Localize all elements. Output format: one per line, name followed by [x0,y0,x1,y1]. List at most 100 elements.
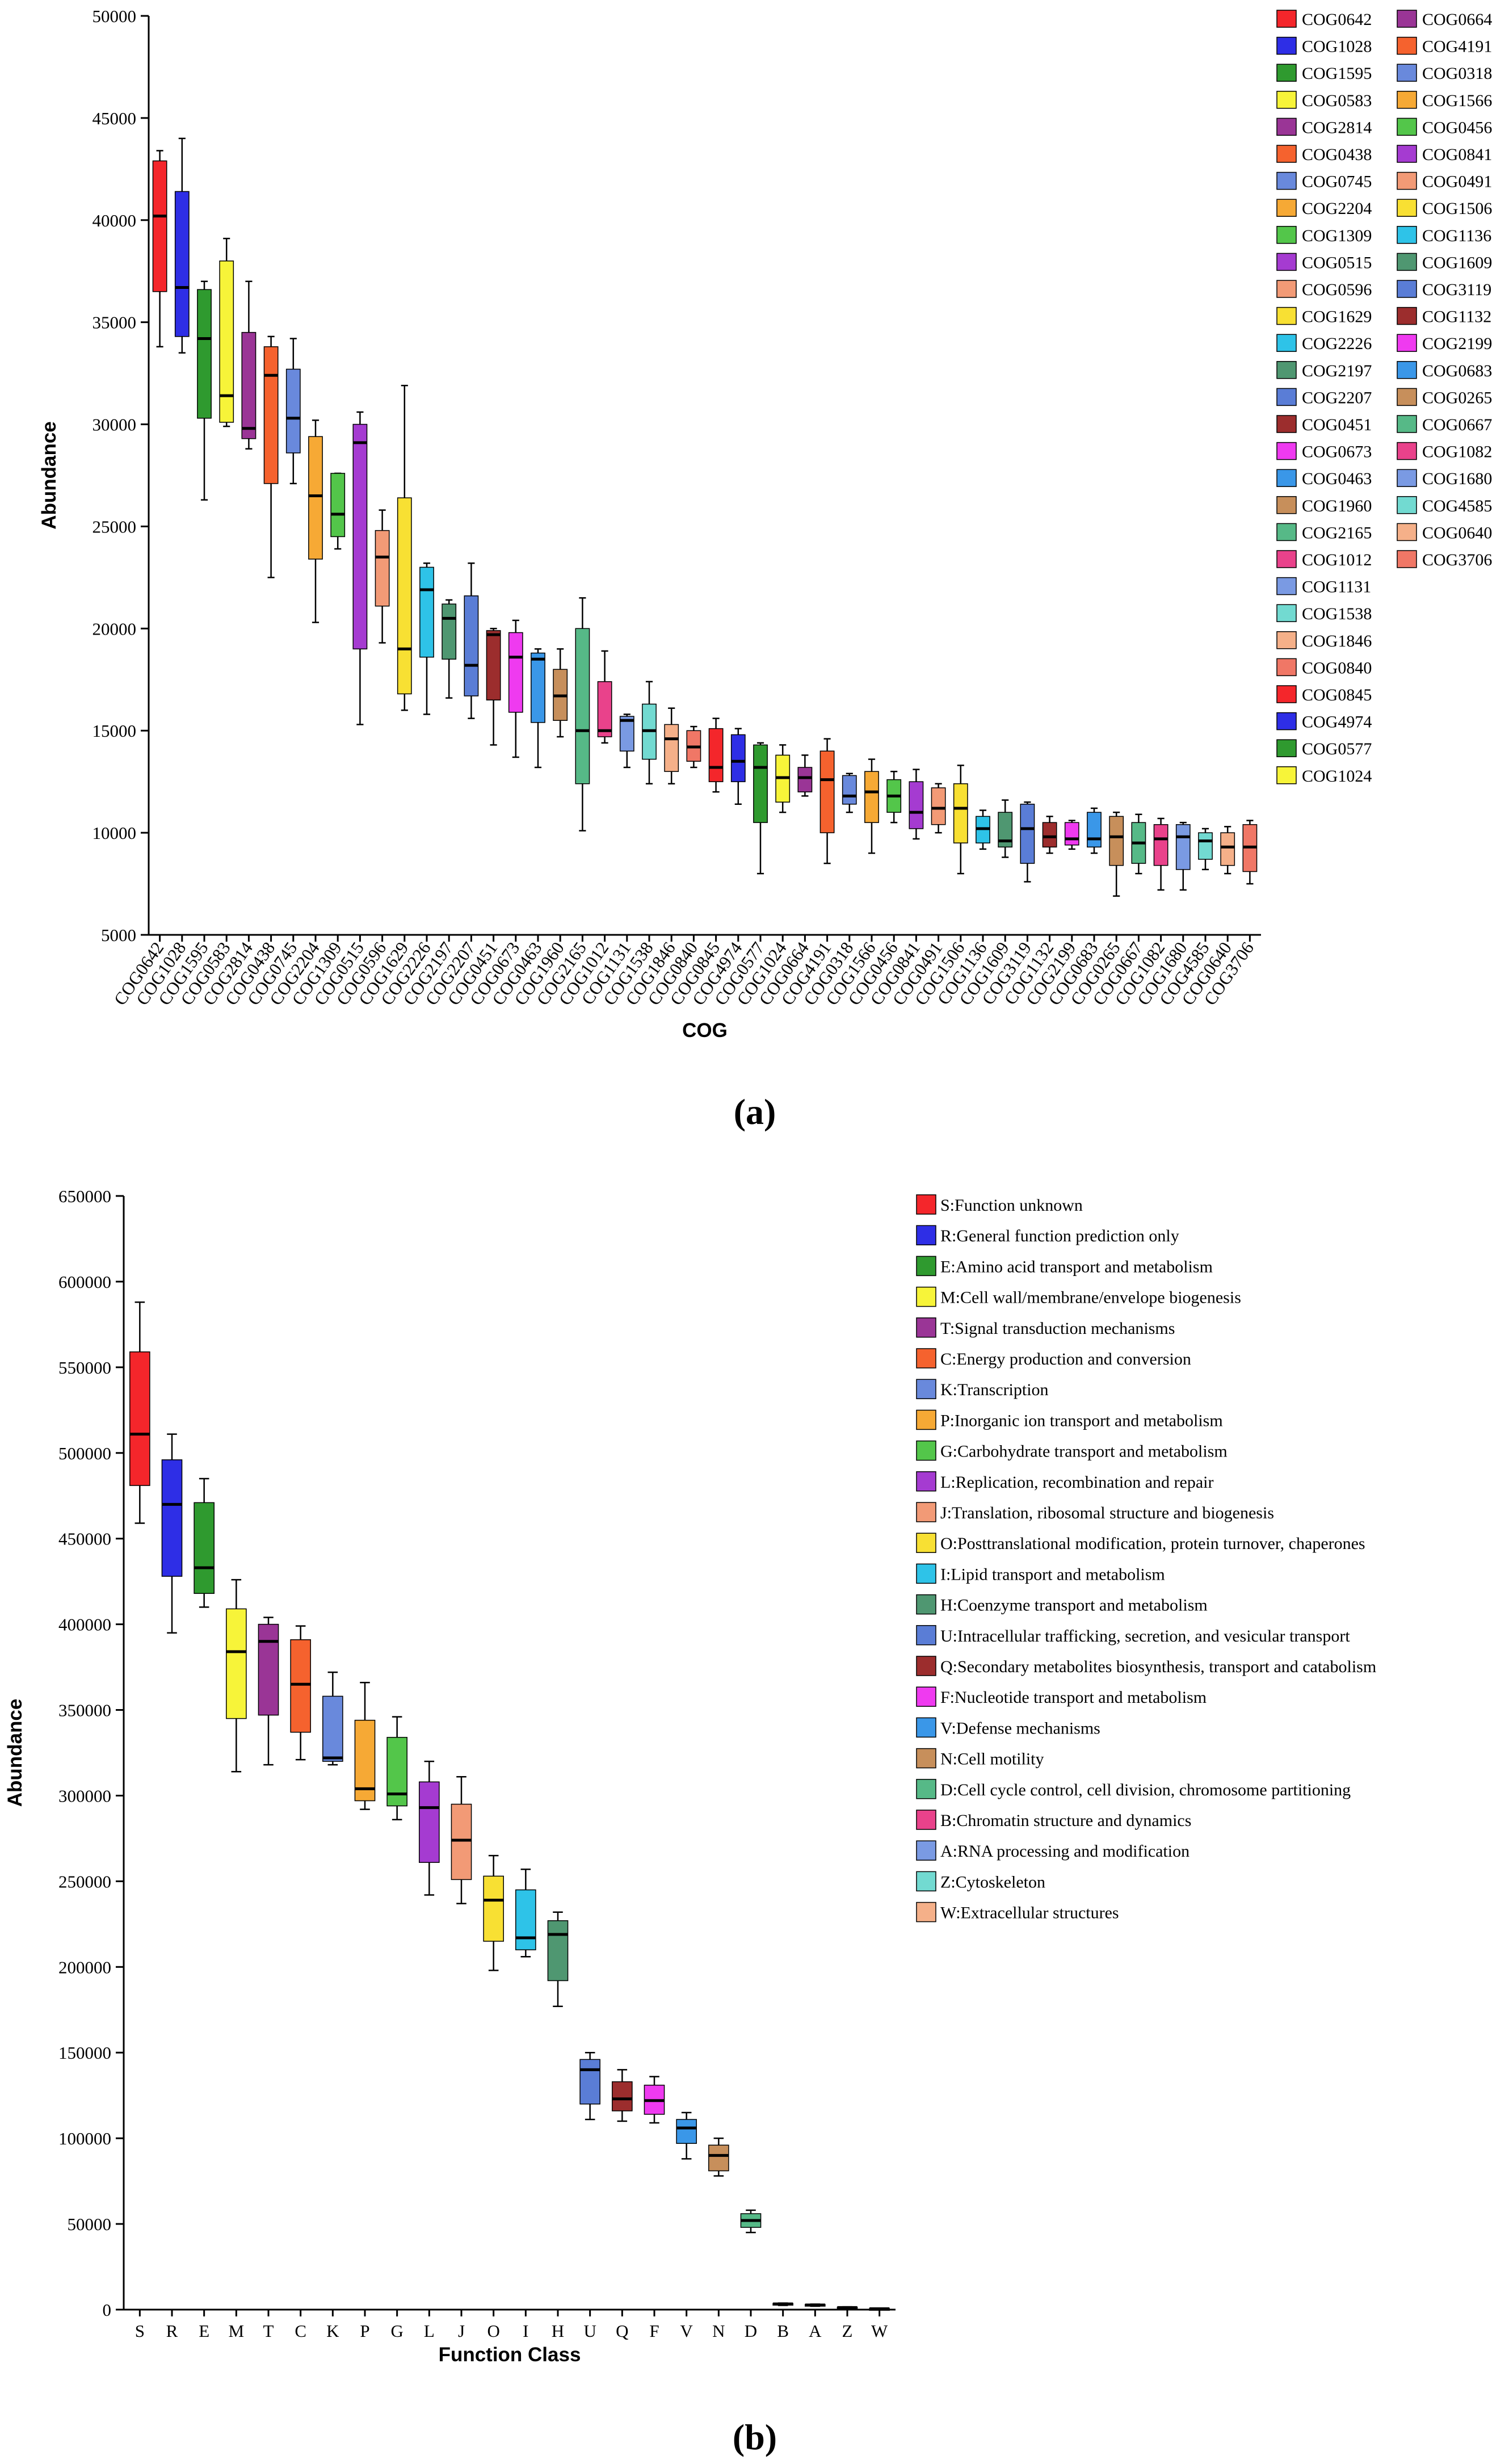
legend-swatch [916,1256,936,1277]
box-COG2204 [308,436,323,560]
y-tick-label: 400000 [58,1615,111,1635]
legend-swatch [916,1379,936,1399]
legend-swatch [916,1748,936,1769]
legend-swatch [1276,307,1297,325]
box-T [258,1623,279,1716]
legend-swatch [1276,469,1297,487]
legend-label: COG3119 [1422,280,1491,299]
box-COG0318 [842,775,857,805]
legend-label: COG0664 [1422,10,1492,29]
y-tick-label: 550000 [58,1358,111,1378]
box-L [419,1781,440,1863]
legend-label: COG2165 [1302,523,1372,542]
legend-label: G:Carbohydrate transport and metabolism [940,1442,1228,1461]
legend-swatch [1276,280,1297,298]
x-tick-label: C [295,2321,306,2341]
legend-swatch [1276,577,1297,595]
legend-label: O:Posttranslational modification, protei… [940,1534,1365,1553]
box-COG0583 [219,260,234,423]
box-U [579,2059,600,2105]
y-tick-label: 450000 [58,1529,111,1549]
legend-label: COG1595 [1302,64,1372,83]
legend-label: COG1131 [1302,578,1371,597]
box-C [290,1639,311,1733]
legend-label: COG0667 [1422,415,1492,434]
legend-label: COG1012 [1302,551,1372,569]
legend-swatch [1276,253,1297,271]
legend-swatch [1276,739,1297,757]
legend-label: N:Cell motility [940,1750,1044,1769]
y-tick-label: 50000 [68,2214,112,2234]
box-COG1012 [597,681,612,737]
legend-swatch [1397,253,1417,271]
legend-label: COG2226 [1302,334,1372,353]
box-COG3119 [1020,803,1035,864]
x-tick-label: H [552,2321,564,2341]
legend-swatch [916,1656,936,1676]
box-COG0596 [375,530,390,607]
legend-swatch [1276,550,1297,568]
y-tick-label: 250000 [58,1871,111,1891]
x-tick-label: J [458,2321,465,2341]
box-N [708,2144,729,2172]
box-COG1566 [864,771,879,823]
legend-swatch [916,1286,936,1307]
legend-label: F:Nucleotide transport and metabolism [940,1688,1207,1707]
legend-swatch [1276,199,1297,217]
x-tick-label: D [745,2321,757,2341]
x-tick-label: B [777,2321,789,2341]
legend-swatch [1397,36,1417,55]
legend-swatch [1276,415,1297,433]
box-COG0745 [285,368,301,454]
legend-swatch [1276,36,1297,55]
legend-swatch [916,1348,936,1369]
legend-swatch [1276,685,1297,703]
legend-label: D:Cell cycle control, cell division, chr… [940,1781,1351,1799]
legend-swatch [1397,334,1417,352]
box-COG0845 [708,728,724,782]
legend-label: J:Translation, ribosomal structure and b… [940,1504,1274,1522]
legend-label: COG2204 [1302,199,1372,218]
legend-label: COG1028 [1302,37,1372,56]
legend-label: V:Defense mechanisms [940,1719,1100,1737]
x-tick-label: O [487,2321,499,2341]
legend-swatch [1397,117,1417,136]
legend-label: S:Function unknown [940,1196,1083,1215]
x-tick-label: U [583,2321,596,2341]
box-COG0683 [1087,812,1102,848]
legend-swatch [1397,442,1417,460]
legend-label: COG1082 [1422,443,1492,461]
box-P [354,1719,376,1802]
legend-label: COG0683 [1422,362,1492,380]
box-COG1131 [619,716,634,752]
legend-swatch [1397,199,1417,217]
box-COG2199 [1064,822,1079,846]
x-tick-label: R [166,2321,178,2341]
box-COG0438 [263,346,279,484]
legend-swatch [1276,145,1297,163]
legend-swatch [1276,712,1297,731]
legend-swatch [916,1901,936,1922]
legend-swatch [1276,523,1297,542]
legend-swatch [916,1840,936,1861]
y-axis-title: Abundance [4,1699,26,1807]
y-axis-title: Abundance [38,421,60,530]
box-COG0664 [797,767,813,792]
legend-label: COG0318 [1422,64,1492,83]
legend-label: M:Cell wall/membrane/envelope biogenesis [940,1288,1241,1307]
chart-b: 0 50000 100000 150000 200000 250000 300000 3500… [4,1186,1376,2366]
box-COG4585 [1198,832,1213,860]
legend-swatch [1397,10,1417,28]
legend-swatch [1276,117,1297,136]
legend-label: COG0596 [1302,280,1372,299]
y-tick-label: 35000 [93,313,137,333]
x-tick-label: G [390,2321,403,2341]
legend-swatch [1397,496,1417,514]
panel-b-label: (b) [733,2417,777,2457]
legend-label: COG4585 [1422,497,1492,515]
legend-swatch [916,1194,936,1215]
legend-label: COG0577 [1302,740,1372,758]
legend-swatch [1276,361,1297,379]
box-E [194,1502,215,1594]
x-axis-title: COG [682,1019,728,1042]
